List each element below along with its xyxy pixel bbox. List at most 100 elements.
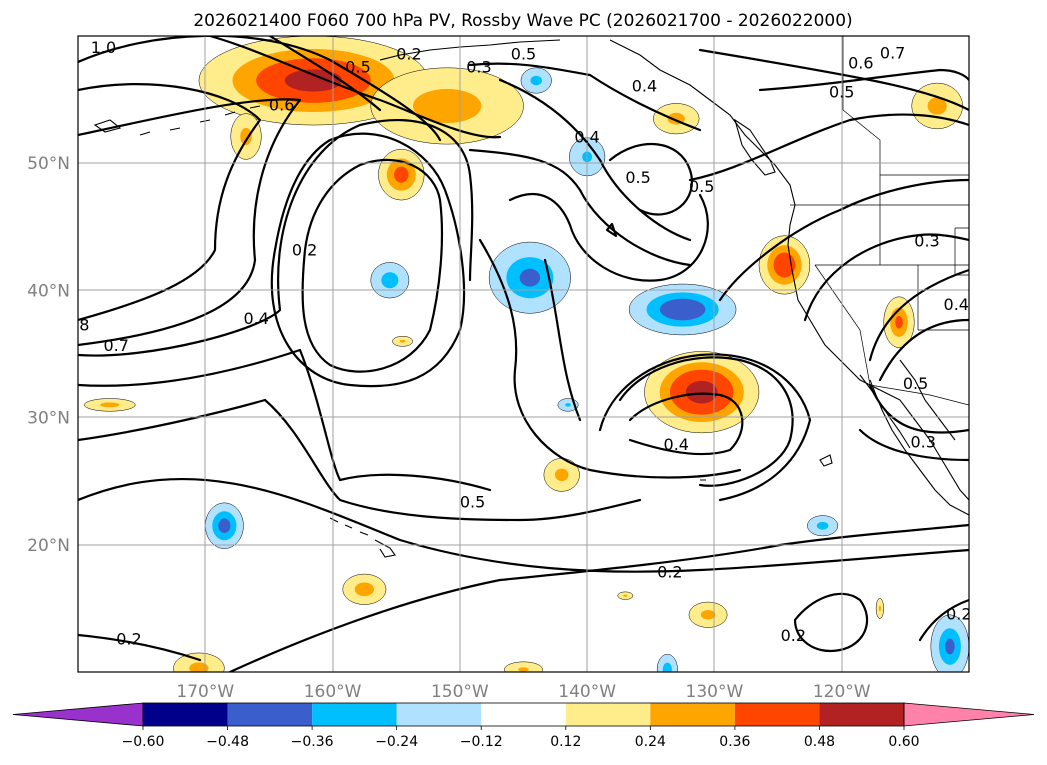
pv-contour-label: 0.2: [396, 45, 421, 64]
map-frame: [77, 35, 970, 673]
pv-anomaly-blob: [189, 662, 209, 672]
colorbar-segment: [396, 703, 482, 726]
pv-contour: [543, 258, 582, 422]
pv-anomaly-blob: [399, 339, 406, 343]
border-state-lines: [814, 175, 969, 386]
pv-contour-label: 0.4: [243, 309, 268, 328]
pv-contour-label: 0.4: [632, 76, 657, 95]
pv-contour-label: 0.4: [944, 295, 969, 314]
pv-contour-label: 0.3: [910, 433, 935, 452]
colorbar-segment: [143, 703, 228, 726]
pv-contour-label: 0.7: [103, 336, 128, 355]
pv-contour: [78, 398, 642, 522]
pv-contour-label: 0.2: [781, 626, 806, 645]
pv-contour-label: 8: [79, 316, 89, 335]
border-alaska-canada: [842, 36, 969, 176]
longitude-tick-label: 170°W: [176, 682, 234, 702]
pv-contour: [758, 68, 969, 92]
map-content: 1.0 0.5 0.6 0.2 0.3 0.5 0.4 0.4 0.5 0.5 0.6 0.7 0.5 0…: [78, 36, 971, 672]
longitude-tick-label: 160°W: [304, 682, 362, 702]
pv-contour: [688, 113, 969, 182]
colorbar-segment: [312, 703, 397, 726]
pv-contour: [508, 192, 709, 282]
pv-contour: [858, 428, 969, 462]
pv-anomaly-blob: [878, 605, 881, 612]
pv-contour-label: 0.5: [625, 168, 650, 187]
pv-contour: [868, 268, 969, 362]
pv-contour: [918, 598, 969, 642]
coastline-mexico: [869, 379, 969, 516]
pv-contour: [228, 523, 969, 672]
latitude-tick-label: 40°N: [27, 281, 70, 301]
pv-contour: [78, 118, 474, 357]
colorbar-tick-label: −0.48: [206, 734, 249, 750]
coastline-small-island: [700, 454, 833, 481]
colorbar-extend-max: [903, 702, 1035, 727]
pv-contour: [718, 178, 969, 302]
pv-anomaly-blob: [518, 667, 529, 672]
political-borders: [790, 36, 969, 406]
pv-contour: [478, 238, 742, 479]
pv-anomaly-blob: [240, 127, 252, 146]
pv-contour-label: 0.4: [664, 435, 689, 454]
pv-anomaly-blob: [685, 380, 718, 404]
pv-contour: [608, 142, 693, 216]
pv-contour: [468, 148, 692, 267]
gridlines: [78, 36, 969, 672]
pv-contour-label: 0.6: [848, 53, 873, 72]
pv-contour-label: 0.5: [460, 492, 485, 511]
coastline-gulf-of-california: [899, 359, 956, 441]
colorbar-tick-label: −0.12: [460, 734, 503, 750]
pv-anomaly-blob: [504, 661, 543, 672]
pv-anomaly-blob: [565, 403, 571, 407]
pv-contour-label: 0.2: [116, 630, 141, 649]
pv-contour: [498, 78, 692, 242]
pv-contour-label: 0.3: [914, 232, 939, 251]
pv-contour-label: 0.5: [829, 83, 854, 102]
latitude-tick-label: 30°N: [27, 409, 70, 429]
colorbar-segment: [227, 703, 313, 726]
colorbar-tick-label: −0.60: [122, 734, 165, 750]
longitude-tick-label: 130°W: [686, 682, 744, 702]
pv-contour-label: 0.2: [946, 604, 971, 623]
pv-anomaly-blob: [623, 594, 628, 597]
pv-anomaly-blob: [945, 638, 955, 655]
colorbar-tick-label: 0.48: [804, 734, 835, 750]
colorbar: −0.60 −0.48 −0.36 −0.24 −0.12 0.12 0.24 0.36 0.4…: [12, 702, 1035, 750]
colorbar-segment: [565, 703, 651, 726]
pv-anomaly-blob: [100, 402, 120, 408]
longitude-tick-label: 140°W: [558, 682, 616, 702]
pv-contour: [793, 592, 869, 653]
pv-contour: [268, 36, 382, 112]
pv-contour: [628, 392, 744, 456]
pv-anomaly-blob: [354, 582, 375, 597]
pv-anomaly-blob: [218, 518, 231, 533]
coastline-baja: [859, 374, 911, 449]
pv-contour: [468, 62, 702, 132]
colorbar-tick-label: 0.24: [635, 734, 666, 750]
colorbar-tick-label: −0.24: [375, 734, 418, 750]
pv-contour-label: 0.5: [903, 374, 928, 393]
pv-contour-label: 1.0: [91, 38, 116, 57]
pv-contours: [78, 36, 969, 672]
pv-anomaly-blob: [519, 268, 541, 287]
pv-anomaly-blob: [895, 315, 903, 329]
pv-contour-label: 0.5: [689, 177, 714, 196]
longitude-tick-labels: 170°W 160°W 150°W 140°W 130°W 120°W: [176, 682, 870, 702]
pv-anomaly-blob: [394, 166, 409, 183]
pv-contour: [78, 348, 492, 492]
figure-title: 2026021400 F060 700 hPa PV, Rossby Wave …: [193, 11, 852, 31]
pv-contour-labels: 1.0 0.5 0.6 0.2 0.3 0.5 0.4 0.4 0.5 0.5 0.6 0.7 0.5 0…: [79, 38, 971, 649]
colorbar-frame: [142, 702, 905, 727]
pv-contour-label: 0.7: [880, 43, 905, 62]
pv-contour: [301, 158, 444, 373]
pv-contour: [270, 132, 466, 388]
pv-contour-label: 0.3: [466, 57, 491, 76]
pv-anomaly-blob: [773, 252, 796, 278]
colorbar-segment: [819, 703, 904, 726]
pv-contour-label: 0.5: [345, 57, 370, 76]
pv-anomaly-blob: [659, 298, 706, 321]
pv-anomaly-blob: [662, 662, 672, 672]
pv-anomaly-blob: [530, 75, 543, 86]
